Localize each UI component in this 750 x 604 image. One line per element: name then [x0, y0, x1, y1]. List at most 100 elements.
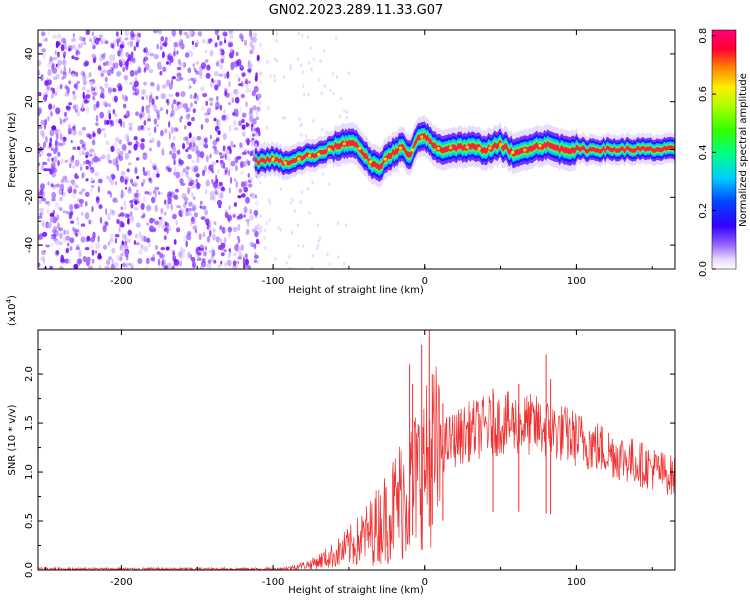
noise-speck [139, 113, 143, 119]
noise-speck [112, 174, 116, 180]
noise-speck [82, 126, 86, 131]
noise-speck [159, 40, 162, 46]
noise-speck [134, 168, 137, 174]
noise-speck [176, 149, 181, 155]
noise-speck [171, 265, 175, 269]
noise-speck [138, 249, 143, 256]
noise-speck [112, 54, 116, 62]
noise-speck [125, 255, 129, 261]
noise-speck [62, 59, 67, 67]
noise-speck [183, 197, 189, 202]
y-tick-label: 0 [24, 146, 35, 152]
noise-speck [45, 200, 50, 205]
noise-speck [209, 102, 213, 107]
noise-speck [111, 247, 116, 254]
noise-speck [70, 139, 73, 144]
noise-speck [133, 192, 139, 198]
noise-speck [213, 221, 217, 226]
ridge-peak [368, 160, 372, 164]
noise-speck [245, 101, 248, 108]
colorbar-label: Normalized spectral amplitude [738, 73, 749, 227]
noise-speck [129, 69, 135, 77]
noise-speck [94, 37, 100, 45]
noise-speck [50, 236, 54, 240]
noise-speck [241, 118, 245, 124]
noise-speck [192, 142, 196, 148]
noise-speck [190, 212, 193, 216]
noise-speck [38, 70, 41, 74]
noise-speck [241, 193, 246, 198]
noise-speck [120, 122, 123, 127]
noise-speck [185, 34, 190, 39]
noise-speck [183, 103, 188, 109]
noise-speck [50, 183, 54, 188]
noise-scatter [38, 30, 350, 269]
noise-speck [115, 160, 119, 168]
noise-speck [54, 183, 60, 188]
noise-speck [126, 238, 131, 244]
noise-speck [242, 131, 246, 137]
noise-speck [224, 166, 228, 174]
noise-speck [203, 112, 209, 117]
noise-speck [247, 179, 252, 184]
noise-speck [205, 218, 210, 225]
noise-speck [252, 156, 256, 162]
noise-speck [255, 238, 260, 244]
noise-speck [108, 112, 112, 120]
noise-speck [254, 75, 258, 82]
noise-speck [230, 160, 236, 167]
snr-series [38, 330, 675, 570]
noise-speck [316, 246, 319, 251]
noise-speck [55, 250, 60, 256]
noise-speck [190, 50, 193, 57]
noise-speck [195, 173, 200, 178]
noise-speck [344, 223, 348, 228]
noise-speck [169, 191, 176, 199]
noise-speck [245, 160, 251, 164]
noise-speck [43, 141, 46, 148]
noise-speck [312, 57, 315, 62]
noise-speck [162, 93, 167, 100]
noise-speck [39, 188, 44, 196]
ridge-peak [283, 161, 287, 165]
noise-speck [256, 106, 261, 112]
noise-speck [107, 241, 110, 246]
spectrogram-y-ticks: -40 -20 0 20 40 [24, 29, 675, 270]
noise-speck [273, 78, 277, 83]
ridge-peak [398, 146, 403, 150]
noise-speck [59, 84, 63, 90]
ridge-peak [511, 150, 515, 154]
noise-speck [143, 69, 146, 73]
noise-speck [91, 258, 95, 264]
noise-speck [268, 218, 271, 222]
ridge-layer [254, 130, 675, 174]
noise-speck [209, 153, 212, 159]
noise-speck [55, 63, 59, 68]
noise-speck [59, 241, 63, 246]
noise-speck [83, 147, 87, 151]
x-tick-label: -100 [262, 577, 285, 588]
noise-speck [302, 84, 305, 89]
noise-speck [250, 194, 256, 199]
noise-speck [209, 190, 215, 198]
noise-speck [301, 244, 305, 248]
noise-speck [60, 44, 65, 52]
noise-speck [111, 209, 116, 216]
noise-speck [283, 75, 286, 79]
noise-speck [74, 57, 79, 61]
noise-speck [309, 46, 312, 50]
noise-speck [108, 109, 111, 114]
noise-speck [233, 126, 239, 131]
noise-speck [123, 245, 129, 250]
noise-speck [228, 248, 231, 253]
noise-speck [59, 118, 63, 125]
noise-speck [317, 239, 321, 243]
noise-speck [135, 41, 139, 48]
noise-speck [52, 210, 56, 215]
noise-speck [89, 237, 96, 243]
noise-speck [105, 208, 108, 216]
noise-speck [40, 220, 45, 227]
noise-speck [125, 63, 129, 71]
noise-speck [219, 181, 223, 187]
noise-speck [187, 121, 192, 127]
